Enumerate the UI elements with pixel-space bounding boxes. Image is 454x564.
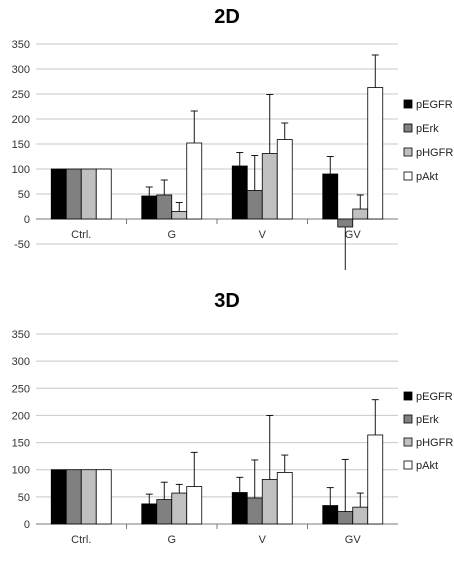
bar-pakt-g <box>186 142 203 220</box>
bar-pegfr-ctrl <box>50 469 67 525</box>
legend-label-perk: pErk <box>416 123 439 135</box>
bar-perk-g <box>156 499 173 525</box>
bar-phgfr-v <box>261 479 278 525</box>
y-tick-label: 300 <box>12 64 30 76</box>
bar-perk-g <box>156 194 173 220</box>
bar-pegfr-v <box>231 165 248 220</box>
y-tick-label: 150 <box>12 139 30 151</box>
bar-pegfr-gv <box>322 505 339 525</box>
x-category-label: Ctrl. <box>71 534 91 546</box>
bar-pakt-ctrl <box>95 469 112 525</box>
y-tick-label: 200 <box>12 114 30 126</box>
legend-label-pegfr: pEGFR <box>416 391 453 403</box>
chart-2d-panel: 2D -50 0 50 100 150 200 250 300 350 Ctrl. G V GV pEGF… <box>0 0 454 270</box>
legend-swatch-phgfr <box>403 437 413 447</box>
x-category-label: Ctrl. <box>71 229 91 241</box>
bar-perk-gv <box>337 511 354 525</box>
bar-pakt-gv <box>367 434 384 525</box>
chart-3d-panel: 3D 0 50 100 150 200 250 300 350 Ctrl. G V GV pEGFR pE… <box>0 280 454 550</box>
bar-perk-gv <box>337 218 354 228</box>
bar-pegfr-v <box>231 492 248 525</box>
y-tick-label: 350 <box>12 39 30 51</box>
y-tick-label: 250 <box>12 89 30 101</box>
y-tick-label: 100 <box>12 164 30 176</box>
y-tick-label: 300 <box>12 356 30 368</box>
y-tick-label: 350 <box>12 329 30 341</box>
bar-phgfr-g <box>171 211 188 220</box>
bar-pakt-ctrl <box>95 168 112 220</box>
y-tick-label: 0 <box>24 214 30 226</box>
bar-pegfr-g <box>141 503 158 525</box>
legend-swatch-pakt <box>403 171 413 181</box>
y-tick-label: 100 <box>12 465 30 477</box>
bar-phgfr-ctrl <box>80 469 97 525</box>
x-category-label: GV <box>345 534 362 546</box>
legend-swatch-pegfr <box>403 391 413 401</box>
bar-pakt-v <box>276 472 293 525</box>
bar-pakt-gv <box>367 87 384 220</box>
bar-phgfr-gv <box>352 506 369 525</box>
legend-swatch-perk <box>403 123 413 133</box>
y-tick-label: 0 <box>24 519 30 531</box>
bar-perk-ctrl <box>65 168 82 220</box>
bar-phgfr-v <box>261 153 278 220</box>
legend-swatch-pakt <box>403 460 413 470</box>
y-tick-label: 50 <box>18 189 30 201</box>
legend-swatch-phgfr <box>403 147 413 157</box>
y-tick-label: 250 <box>12 383 30 395</box>
bar-phgfr-gv <box>352 208 369 220</box>
bar-phgfr-g <box>171 492 188 525</box>
bar-phgfr-ctrl <box>80 168 97 220</box>
legend-label-phgfr: pHGFR <box>416 147 453 159</box>
legend-label-phgfr: pHGFR <box>416 437 453 449</box>
legend-label-pakt: pAkt <box>416 460 438 472</box>
bar-perk-ctrl <box>65 469 82 525</box>
bar-pakt-g <box>186 486 203 525</box>
bar-pegfr-g <box>141 195 158 220</box>
y-tick-label: -50 <box>14 239 30 251</box>
x-category-label: G <box>167 534 176 546</box>
y-tick-label: 50 <box>18 492 30 504</box>
bar-perk-v <box>246 497 263 525</box>
x-category-label: V <box>259 534 267 546</box>
chart-3d-title: 3D <box>214 290 240 312</box>
legend-label-pegfr: pEGFR <box>416 99 453 111</box>
y-tick-label: 150 <box>12 438 30 450</box>
x-category-label: G <box>167 229 176 241</box>
x-category-label: V <box>259 229 267 241</box>
legend-swatch-pegfr <box>403 99 413 109</box>
bar-perk-v <box>246 190 263 220</box>
legend-swatch-perk <box>403 414 413 424</box>
legend-label-perk: pErk <box>416 414 439 426</box>
y-tick-label: 200 <box>12 410 30 422</box>
legend-label-pakt: pAkt <box>416 171 438 183</box>
x-category-label: GV <box>345 229 362 241</box>
bar-pegfr-ctrl <box>50 168 67 220</box>
chart-2d-title: 2D <box>214 6 240 28</box>
bar-pegfr-gv <box>322 173 339 220</box>
bar-pakt-v <box>276 139 293 220</box>
